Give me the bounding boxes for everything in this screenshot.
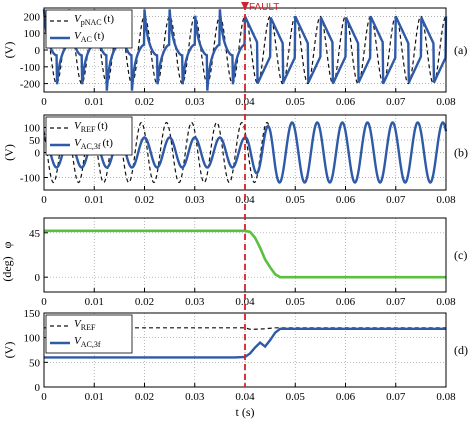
x-tick-label: 0.01 <box>85 296 104 308</box>
legend-argument: (t) <box>103 137 114 149</box>
panel-label: (c) <box>454 248 467 262</box>
legend-box <box>45 116 133 156</box>
x-tick-label: 0.08 <box>436 391 456 403</box>
x-tick-label: 0.07 <box>386 96 406 108</box>
y-tick-label: 100 <box>24 333 41 345</box>
x-tick-label: 0.08 <box>436 96 456 108</box>
legend-argument: (t) <box>94 30 105 42</box>
y-tick-label: 0 <box>35 148 41 160</box>
x-tick-label: 0.02 <box>135 96 154 108</box>
x-tick-label: 0.07 <box>386 296 406 308</box>
y-tick-label: 150 <box>24 308 41 320</box>
y-tick-label: 200 <box>24 11 41 23</box>
x-tick-label: 0 <box>41 296 47 308</box>
x-tick-label: 0.08 <box>436 194 456 206</box>
legend-subscript: REF <box>81 323 96 332</box>
x-axis-label: t (s) <box>236 405 255 419</box>
y-axis-label: (deg) <box>0 256 14 281</box>
x-tick-label: 0.04 <box>235 391 255 403</box>
panel-1: 0 0.01 0.02 0.03 0.04 0.05 0.06 0.07 0.08 -200 -10… <box>2 7 467 108</box>
y-tick-label: 50 <box>29 357 41 369</box>
x-tick-label: 0 <box>41 194 47 206</box>
panel-3: 0 0.01 0.02 0.03 0.04 0.05 0.06 0.07 0.08 0 45 φ (de… <box>0 217 467 308</box>
y-axis-label: (V) <box>2 342 16 359</box>
x-tick-label: 0.04 <box>235 296 255 308</box>
x-tick-label: 0.02 <box>135 194 154 206</box>
y-tick-label: 0 <box>35 382 41 394</box>
x-tick-label: 0.08 <box>436 296 456 308</box>
panel-2: 00.010.020.030.040.050.060.070.08-100050… <box>2 114 468 206</box>
x-tick-label: 0.06 <box>336 296 356 308</box>
x-tick-label: 0.05 <box>286 296 306 308</box>
panel-label: (d) <box>454 343 468 357</box>
x-tick-label: 0.05 <box>286 96 306 108</box>
legend-box <box>45 9 133 49</box>
legend-argument: (t) <box>104 13 115 25</box>
legend-symbol: V <box>74 120 82 132</box>
x-tick-label: 0.02 <box>135 391 154 403</box>
legend-subscript: AC,3f <box>81 142 101 151</box>
series-line-1 <box>44 229 446 279</box>
x-tick-label: 0.01 <box>85 391 104 403</box>
fault-label: FAULT <box>249 2 279 13</box>
panels: 0 0.01 0.02 0.03 0.04 0.05 0.06 0.07 0.08 -200 -10… <box>0 7 468 403</box>
x-tick-label: 0.05 <box>286 391 306 403</box>
x-tick-label: 0.06 <box>336 96 356 108</box>
x-tick-label: 0.01 <box>85 96 104 108</box>
x-tick-label: 0.02 <box>135 296 154 308</box>
y-axis-symbol: φ <box>0 241 14 248</box>
legend-subscript: AC <box>81 35 92 44</box>
legend-box <box>45 314 133 354</box>
x-tick-label: 0 <box>41 96 47 108</box>
legend-subscript: pNAC <box>81 18 102 27</box>
x-tick-label: 0.01 <box>85 194 104 206</box>
series-line-2 <box>44 327 446 359</box>
y-tick-label: 100 <box>24 28 41 40</box>
series-line-1 <box>44 327 446 330</box>
legend-label: VpNAC (t) <box>74 13 114 27</box>
legend-label: VAC,3f <box>74 335 101 349</box>
y-axis-label: (V) <box>2 144 16 161</box>
legend-label: VREF (t) <box>74 120 108 134</box>
y-tick-label: 100 <box>24 123 41 135</box>
legend-label: VREF <box>74 318 96 332</box>
x-tick-label: 0.05 <box>286 194 306 206</box>
x-tick-label: 0.06 <box>336 391 356 403</box>
y-axis-label: (V) <box>2 42 16 59</box>
panel-4: 0 0.01 0.02 0.03 0.04 0.05 0.06 0.07 0.08 0 50 100 1… <box>2 308 468 403</box>
fault-marker: FAULT <box>241 2 279 387</box>
y-tick-label: -100 <box>20 62 41 74</box>
legend-label: VAC (t) <box>74 30 105 44</box>
legend-argument: (t) <box>97 120 108 132</box>
y-tick-label: 50 <box>29 135 41 147</box>
legend-subscript: REF <box>81 125 96 134</box>
legend-symbol: V <box>74 137 82 149</box>
x-tick-label: 0.07 <box>386 194 406 206</box>
x-tick-label: 0 <box>41 391 47 403</box>
legend-symbol: V <box>74 13 82 25</box>
x-tick-label: 0.03 <box>185 194 205 206</box>
y-tick-label: -100 <box>20 173 41 185</box>
legend-symbol: V <box>74 318 82 330</box>
legend-symbol: V <box>74 30 82 42</box>
legend-subscript: AC,3f <box>81 340 101 349</box>
legend-symbol: V <box>74 335 82 347</box>
y-tick-label: 0 <box>35 272 41 284</box>
y-tick-label: -200 <box>20 79 41 91</box>
y-tick-label: 0 <box>35 45 41 57</box>
x-tick-label: 0.03 <box>185 391 205 403</box>
legend-label: VAC,3f (t) <box>74 137 113 151</box>
x-tick-label: 0.03 <box>185 296 205 308</box>
x-tick-label: 0.04 <box>235 96 255 108</box>
x-tick-label: 0.06 <box>336 194 356 206</box>
y-tick-label: 45 <box>29 228 41 240</box>
x-tick-label: 0.07 <box>386 391 406 403</box>
fault-arrow-icon <box>241 2 249 10</box>
panel-label: (b) <box>454 146 468 160</box>
x-tick-label: 0.03 <box>185 96 205 108</box>
panel-label: (a) <box>454 43 467 57</box>
